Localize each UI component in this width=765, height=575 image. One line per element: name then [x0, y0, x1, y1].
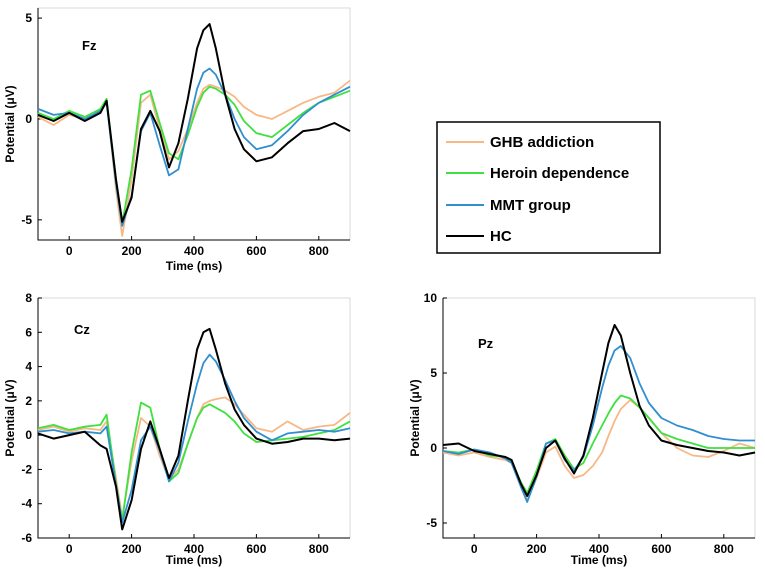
legend-entry-ghb: GHB addiction	[446, 134, 594, 151]
pz-x-tick-label: 600	[651, 542, 671, 556]
fz-x-tick-label: 600	[246, 244, 266, 258]
fz-panel-title: Fz	[82, 38, 97, 53]
cz-series-mmt-line	[37, 353, 351, 524]
pz-x-tick-label: 800	[714, 542, 734, 556]
cz-series-heroin-line	[37, 401, 351, 522]
cz-x-tick-label: 600	[246, 542, 266, 556]
legend-label-ghb: GHB addiction	[490, 134, 594, 151]
fz-x-tick-label: 200	[122, 244, 142, 258]
legend-entry-mmt: MMT group	[446, 197, 571, 214]
fz-y-tick-label: -5	[21, 213, 32, 227]
legend-entry-hc: HC	[446, 228, 512, 245]
pz-y-tick-label: 0	[430, 441, 437, 455]
fz-x-tick-label: 400	[184, 244, 204, 258]
fz-x-tick-label: 0	[66, 244, 73, 258]
fz-axes	[37, 8, 350, 241]
cz-series-hc-line	[37, 327, 351, 531]
cz-x-axis-label: Time (ms)	[166, 553, 222, 567]
legend-label-hc: HC	[490, 228, 512, 245]
pz-x-tick-label: 0	[471, 542, 478, 556]
fz-x-tick-label: 800	[309, 244, 329, 258]
legend-box	[436, 121, 661, 254]
legend-label-heroin: Heroin dependence	[490, 165, 629, 182]
pz-y-tick-label: -5	[426, 516, 437, 530]
cz-panel-title: Cz	[74, 322, 90, 337]
fz-y-axis-label: Potential (μV)	[3, 85, 17, 162]
pz-y-tick-label: 10	[424, 291, 438, 305]
fz-series-mmt-line	[37, 67, 351, 227]
cz-y-tick-label: 2	[25, 394, 32, 408]
pz-x-tick-label: 400	[589, 542, 609, 556]
pz-series-heroin-line	[442, 394, 755, 494]
cz-y-tick-label: -4	[21, 497, 32, 511]
pz-plot-area	[442, 297, 756, 539]
cz-x-tick-label: 200	[122, 542, 142, 556]
fz-y-tick-label: 0	[25, 112, 32, 126]
cz-x-tick-label: 400	[184, 542, 204, 556]
fz-y-tick-label: 5	[25, 11, 32, 25]
pz-axes	[442, 298, 755, 539]
cz-y-tick-label: 0	[25, 428, 32, 442]
panel-fz: Fz Time (ms) Potential (μV) 0 200 400 600 800 -5…	[3, 7, 351, 273]
cz-x-tick-label: 800	[309, 542, 329, 556]
panel-cz: Cz Time (ms) Potential (μV) 0 200 400 600 800 -6…	[3, 291, 351, 567]
cz-y-tick-label: -6	[21, 531, 32, 545]
pz-series-mmt-line	[442, 345, 755, 503]
cz-y-tick-label: 6	[25, 325, 32, 339]
cz-y-axis-label: Potential (μV)	[3, 379, 17, 456]
cz-x-tick-label: 0	[66, 542, 73, 556]
cz-y-tick-label: 4	[25, 360, 32, 374]
cz-y-tick-label: 8	[25, 291, 32, 305]
pz-y-axis-label: Potential (μV)	[408, 379, 422, 456]
pz-y-tick-label: 5	[430, 366, 437, 380]
pz-series-hc-line	[442, 324, 756, 497]
panel-pz: Pz Time (ms) Potential (μV) 0 200 400 600 800 -5…	[408, 291, 756, 567]
legend-entry-heroin: Heroin dependence	[446, 165, 629, 182]
legend-label-mmt: MMT group	[490, 197, 571, 214]
fz-series-hc-line	[37, 23, 351, 223]
fz-x-axis-label: Time (ms)	[166, 259, 222, 273]
pz-panel-title: Pz	[478, 336, 494, 351]
pz-x-tick-label: 200	[527, 542, 547, 556]
legend: GHB addiction Heroin dependence MMT grou…	[436, 121, 661, 254]
cz-series-ghb-line	[37, 396, 351, 519]
cz-y-tick-label: -2	[21, 462, 32, 476]
fz-series-heroin-line	[37, 85, 351, 225]
pz-x-axis-label: Time (ms)	[571, 553, 627, 567]
